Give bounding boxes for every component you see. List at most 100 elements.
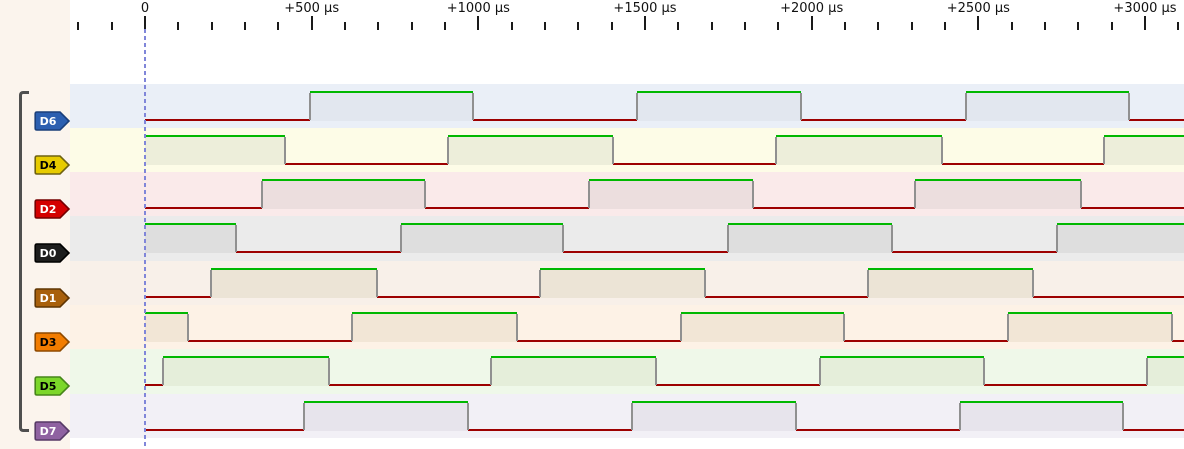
wave-edge — [539, 269, 541, 297]
channel-tag-d1[interactable]: D1 — [34, 287, 71, 308]
channel-group-bracket[interactable] — [19, 91, 29, 432]
wave-high-segment — [1057, 223, 1184, 254]
wave-high-segment — [868, 267, 1033, 298]
wave-low-segment — [145, 207, 262, 210]
wave-high-segment — [163, 356, 329, 387]
ruler-minor-tick — [777, 22, 780, 30]
wave-high-segment — [1008, 312, 1172, 342]
wave-high-segment — [960, 400, 1123, 431]
wave-edge — [1056, 225, 1058, 253]
wave-low-segment — [145, 428, 304, 431]
wave-low-segment — [236, 251, 401, 254]
channel-tags-layer: D6 D4 D2 D0 D1 D3 D5 D7 — [0, 0, 80, 449]
ruler-minor-tick — [877, 22, 880, 30]
wave-low-segment — [1081, 207, 1184, 210]
wave-high-segment — [776, 134, 942, 165]
wave-high-segment — [145, 134, 285, 165]
wave-high-segment — [966, 90, 1129, 121]
ruler-major-tick — [310, 16, 313, 30]
wave-low-segment — [753, 207, 915, 210]
wave-low-segment — [892, 251, 1057, 254]
ruler-minor-tick — [677, 22, 680, 30]
channel-tag-d7[interactable]: D7 — [34, 420, 71, 441]
wave-low-segment — [145, 295, 211, 298]
wave-low-segment — [517, 340, 681, 342]
wave-edge — [447, 136, 449, 164]
ruler-minor-tick — [244, 22, 246, 30]
wave-low-segment — [377, 295, 540, 298]
wave-edge — [819, 358, 821, 386]
wave-high-segment — [448, 134, 613, 165]
wave-edge — [1103, 136, 1105, 164]
wave-high-segment — [915, 179, 1081, 210]
wave-edge — [309, 92, 311, 120]
channel-tag-d3[interactable]: D3 — [34, 332, 71, 352]
wave-high-segment — [145, 312, 188, 342]
wave-high-segment — [681, 312, 844, 342]
ruler-minor-tick — [510, 22, 513, 30]
ruler-minor-tick — [344, 22, 346, 30]
ruler-minor-tick — [77, 22, 80, 30]
ruler-minor-tick — [1177, 22, 1180, 30]
ruler-minor-tick — [544, 22, 546, 30]
wave-edge — [983, 358, 985, 386]
wave-high-segment — [211, 267, 377, 298]
wave-low-segment — [1129, 118, 1184, 121]
channel-tag-shape — [34, 243, 71, 264]
wave-high-segment — [304, 400, 468, 431]
wave-high-segment — [589, 179, 753, 210]
ruler-minor-tick — [744, 22, 746, 30]
wave-edge — [1032, 269, 1034, 297]
ruler-minor-tick — [610, 22, 613, 30]
wave-edge — [261, 181, 263, 209]
time-ruler[interactable]: 0 +500 µs +1000 µs +1500 µs +2000 µs +2500 µs… — [0, 0, 1184, 30]
ruler-minor-tick — [1077, 22, 1080, 30]
channel-tag-label: D1 — [40, 292, 57, 305]
channel-tag-label: D5 — [40, 380, 57, 393]
wave-low-segment — [801, 118, 966, 121]
wave-high-segment — [637, 90, 801, 121]
wave-low-segment — [145, 118, 310, 121]
wave-edge — [472, 92, 474, 120]
wave-low-segment — [329, 384, 491, 387]
channel-tag-shape — [34, 332, 71, 352]
wave-edge — [655, 358, 657, 386]
channel-tag-d5[interactable]: D5 — [34, 376, 71, 397]
wave-edge — [1080, 181, 1082, 209]
wave-edge — [965, 92, 967, 120]
wave-low-segment — [468, 428, 632, 431]
wave-edge — [284, 136, 286, 164]
wave-low-segment — [656, 384, 820, 387]
ruler-major-tick — [644, 16, 646, 30]
ruler-tick-label: +1000 µs — [446, 1, 510, 16]
channel-tag-d4[interactable]: D4 — [34, 154, 71, 175]
ruler-major-tick — [810, 16, 813, 30]
wave-edge — [1122, 402, 1124, 430]
ruler-minor-tick — [1044, 22, 1046, 30]
channel-tag-shape — [34, 287, 71, 308]
channel-tag-d2[interactable]: D2 — [34, 199, 71, 219]
wave-low-segment — [563, 251, 728, 254]
wave-edge — [680, 314, 682, 341]
wave-high-segment — [728, 223, 892, 254]
wave-high-segment — [632, 400, 796, 431]
wave-edge — [1171, 314, 1173, 341]
wave-edge — [612, 136, 614, 164]
wave-low-segment — [473, 118, 637, 121]
wave-high-segment — [352, 312, 517, 342]
wave-edge — [490, 358, 492, 386]
channel-tag-d0[interactable]: D0 — [34, 243, 71, 264]
channel-row-d0[interactable] — [70, 216, 1184, 261]
channel-tag-d6[interactable]: D6 — [34, 110, 71, 131]
time-cursor-line[interactable] — [144, 29, 146, 449]
ruler-tick-label: +2000 µs — [780, 1, 844, 16]
ruler-minor-tick — [844, 22, 846, 30]
wave-edge — [467, 402, 469, 430]
channel-tag-shape — [34, 199, 71, 219]
ruler-major-tick — [144, 16, 146, 30]
wave-edge — [516, 314, 518, 341]
wave-edge — [775, 136, 777, 164]
ruler-minor-tick — [410, 22, 413, 30]
channel-tag-label: D2 — [40, 203, 57, 216]
